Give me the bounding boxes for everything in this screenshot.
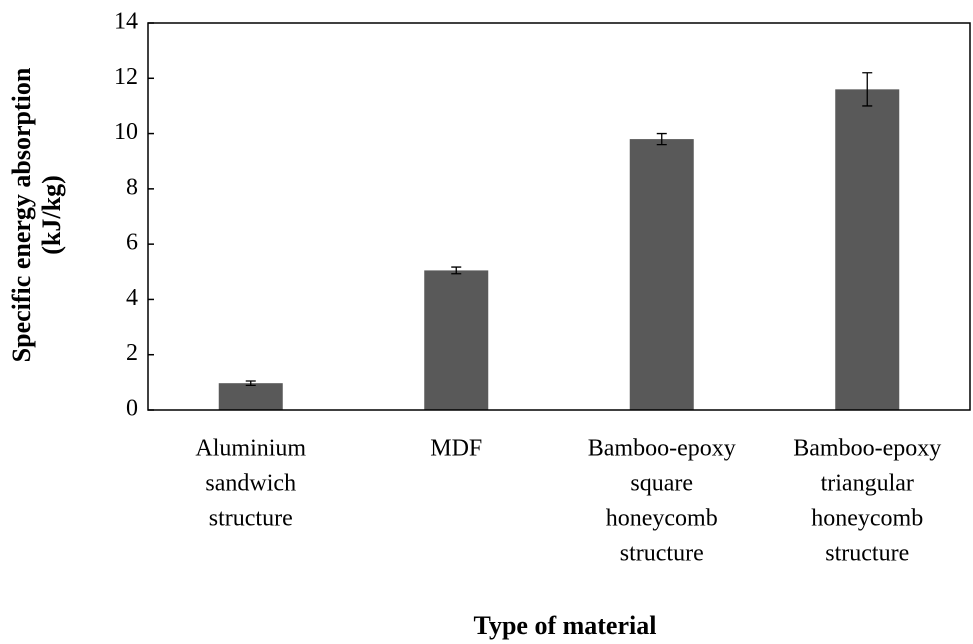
plot-frame xyxy=(147,22,971,411)
y-tick-label: 10 xyxy=(114,119,138,145)
x-tick-label: honeycomb xyxy=(811,506,923,532)
y-axis-title: (kJ/kg) xyxy=(37,175,66,254)
x-tick-label: Bamboo-epoxy xyxy=(588,436,736,462)
bar xyxy=(424,270,489,410)
x-tick-label: MDF xyxy=(430,436,482,462)
y-tick-label: 12 xyxy=(114,64,138,90)
x-tick-label: structure xyxy=(620,541,704,567)
y-tick-label: 6 xyxy=(126,230,138,256)
error-bar xyxy=(656,132,667,146)
error-bar xyxy=(245,380,256,387)
x-tick-label: sandwich xyxy=(205,471,296,497)
y-tick-label: 2 xyxy=(126,340,138,366)
bar xyxy=(629,139,694,410)
x-tick-label: structure xyxy=(825,541,909,567)
y-axis-title: Specific energy absorption xyxy=(7,67,36,362)
error-bar xyxy=(451,266,462,275)
x-axis-title: Type of material xyxy=(474,611,657,640)
y-tick-label: 14 xyxy=(114,9,138,35)
bar xyxy=(835,89,900,410)
x-tick-label: triangular xyxy=(821,471,914,497)
y-tick-label: 4 xyxy=(126,285,138,311)
x-tick-label: structure xyxy=(209,506,293,532)
bar xyxy=(218,383,283,410)
x-tick-label: Bamboo-epoxy xyxy=(793,436,941,462)
y-tick-label: 8 xyxy=(126,174,138,200)
y-tick-label: 0 xyxy=(126,396,138,422)
error-bar xyxy=(862,72,873,107)
x-tick-label: honeycomb xyxy=(606,506,718,532)
x-tick-label: square xyxy=(630,471,693,497)
x-tick-label: Aluminium xyxy=(195,436,306,462)
